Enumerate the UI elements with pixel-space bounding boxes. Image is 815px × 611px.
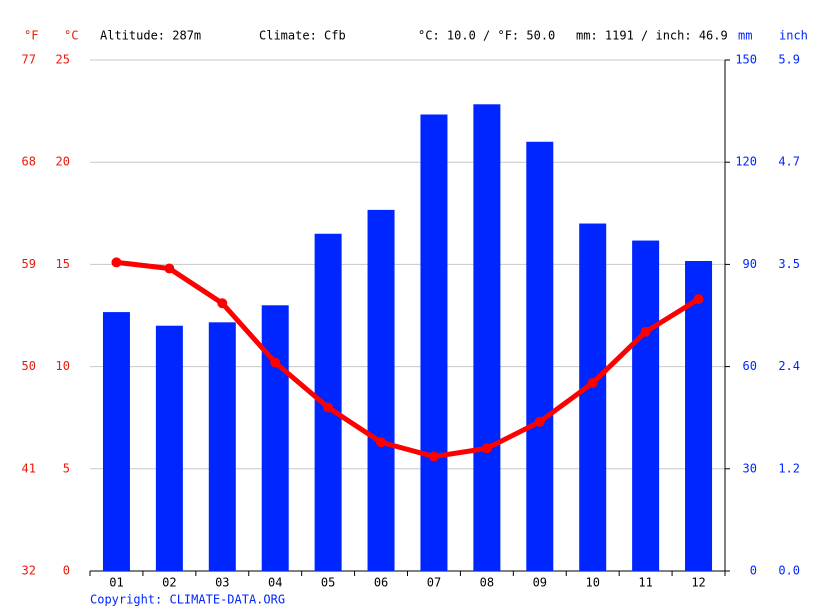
y-tick-label-f: 77 [22, 53, 36, 67]
bar [208, 322, 236, 571]
x-tick-label: 05 [321, 576, 335, 590]
y-tick-label-f: 68 [22, 155, 36, 169]
temp-point [111, 257, 122, 268]
y2-tick-label-inch: 0.0 [778, 564, 800, 578]
y2-tick-label: 30 [743, 461, 757, 475]
x-tick-label: 01 [109, 576, 123, 590]
copyright: Copyright: CLIMATE-DATA.ORG [90, 593, 285, 607]
x-tick-label: 12 [691, 576, 705, 590]
temp-point [640, 326, 651, 337]
y2-tick-label-inch: 3.5 [778, 257, 800, 271]
x-tick-label: 02 [162, 576, 176, 590]
bar [685, 260, 713, 571]
temp-point [164, 263, 175, 274]
y2-tick-label: 90 [743, 257, 757, 271]
c-unit: °C [64, 29, 78, 43]
inch-unit: inch [779, 29, 808, 43]
y-tick-label: 0 [63, 564, 70, 578]
y-tick-label: 15 [56, 257, 70, 271]
altitude: Altitude: 287m [100, 29, 201, 43]
y-tick-label: 25 [56, 53, 70, 67]
x-tick-label: 03 [215, 576, 229, 590]
x-tick-label: 09 [533, 576, 547, 590]
y2-tick-label: 60 [743, 359, 757, 373]
precip-total: mm: 1191 / inch: 46.9 [576, 29, 728, 43]
y-tick-label: 20 [56, 155, 70, 169]
temp-point [376, 437, 387, 448]
y-tick-label-f: 59 [22, 257, 36, 271]
bar [261, 305, 289, 571]
y-tick-label: 5 [63, 461, 70, 475]
avg-temp: °C: 10.0 / °F: 50.0 [418, 29, 555, 43]
y-tick-label: 10 [56, 359, 70, 373]
bar [420, 114, 448, 572]
temp-point [323, 402, 334, 413]
y2-tick-label: 0 [750, 564, 757, 578]
y2-tick-label-inch: 2.4 [778, 359, 800, 373]
x-tick-label: 08 [480, 576, 494, 590]
x-tick-label: 10 [585, 576, 599, 590]
f-unit: °F [24, 29, 38, 43]
bar [632, 240, 660, 571]
temp-point [587, 377, 598, 388]
bar [526, 141, 554, 571]
temp-point [693, 294, 704, 305]
y2-tick-label: 150 [735, 53, 757, 67]
mm-unit: mm [738, 29, 752, 43]
bar [367, 209, 395, 572]
climate: Climate: Cfb [259, 29, 346, 43]
temp-point [534, 416, 545, 427]
y2-tick-label-inch: 4.7 [778, 155, 800, 169]
x-tick-label: 06 [374, 576, 388, 590]
bar [473, 104, 501, 571]
y2-tick-label-inch: 1.2 [778, 461, 800, 475]
y2-tick-label: 120 [735, 155, 757, 169]
x-tick-label: 04 [268, 576, 282, 590]
y-tick-label-f: 50 [22, 359, 36, 373]
temp-point [217, 298, 228, 309]
temp-point [481, 443, 492, 454]
x-tick-label: 07 [427, 576, 441, 590]
x-tick-label: 11 [638, 576, 652, 590]
temp-point [270, 357, 281, 368]
y-tick-label-f: 41 [22, 461, 36, 475]
temp-line [116, 259, 700, 460]
y2-tick-label-inch: 5.9 [778, 53, 800, 67]
bar [155, 325, 183, 571]
temp-point [428, 451, 439, 462]
bar [102, 312, 130, 571]
bar [579, 223, 607, 571]
y-tick-label-f: 32 [22, 564, 36, 578]
